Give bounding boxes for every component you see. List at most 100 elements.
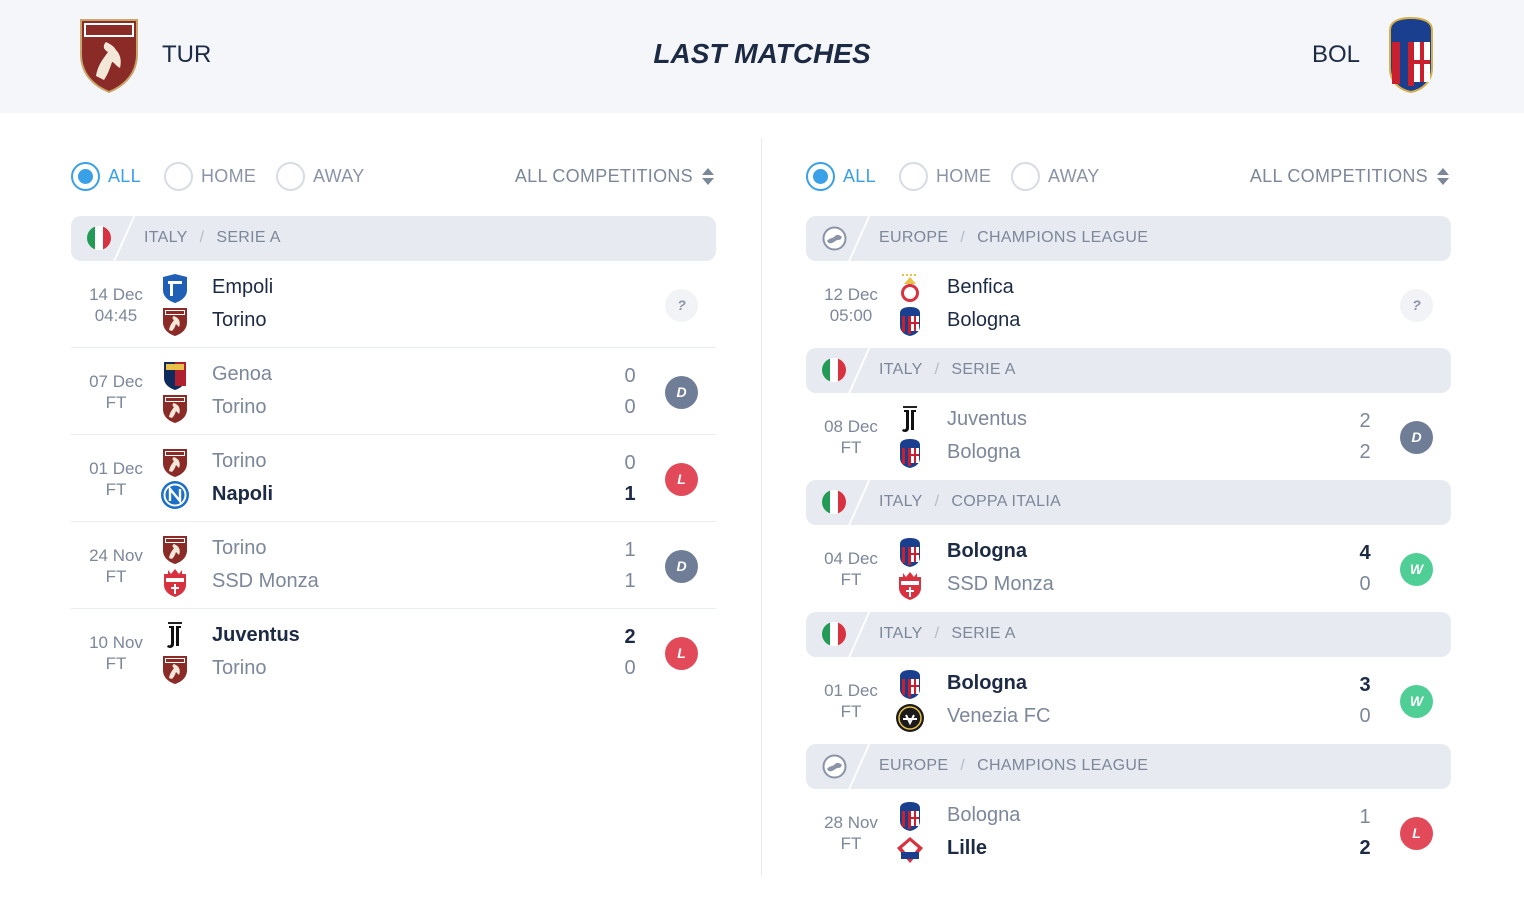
match-date: 07 Dec FT bbox=[71, 371, 161, 413]
filter-all-radio[interactable]: ALL bbox=[806, 162, 876, 191]
match-status: 04:45 bbox=[94, 306, 138, 325]
league-icon-cell bbox=[806, 744, 864, 789]
result-badge[interactable]: W bbox=[1400, 685, 1433, 718]
match-status: FT bbox=[105, 480, 127, 499]
league-competition: CHAMPIONS LEAGUE bbox=[977, 757, 1149, 774]
match-row[interactable]: 28 Nov FT Bologna Lille 1 2 L bbox=[806, 789, 1451, 876]
bologna-crest-icon bbox=[894, 536, 926, 568]
match-row[interactable]: 08 Dec FT Juventus Bologna 2 2 D bbox=[806, 393, 1451, 480]
home-team[interactable]: TUR bbox=[78, 16, 211, 94]
torino-crest-icon bbox=[159, 446, 191, 478]
torino-crest-icon bbox=[80, 19, 138, 94]
match-status: FT bbox=[105, 654, 127, 673]
away-score: 1 bbox=[624, 483, 636, 505]
result-badge[interactable]: L bbox=[665, 463, 698, 496]
league-separator-slash: / bbox=[960, 229, 966, 246]
league-competition: SERIE A bbox=[216, 229, 281, 246]
torino-crest-icon bbox=[159, 392, 191, 424]
league-icon-cell bbox=[806, 348, 864, 393]
radio-dot bbox=[899, 162, 928, 191]
away-team-name: SSD Monza bbox=[212, 570, 319, 592]
match-status: FT bbox=[840, 702, 862, 721]
away-team[interactable]: BOL bbox=[1312, 16, 1436, 94]
home-team-name: Torino bbox=[212, 537, 267, 559]
filter-bar: ALL HOME AWAY ALL COMPETITIONS bbox=[71, 160, 716, 196]
league-header[interactable]: ITALY / COPPA ITALIA bbox=[806, 480, 1451, 525]
result-badge[interactable]: L bbox=[665, 637, 698, 670]
league-competition: SERIE A bbox=[951, 361, 1016, 378]
result-badge[interactable]: ? bbox=[1400, 289, 1433, 322]
home-score: 0 bbox=[624, 452, 636, 474]
filter-away-radio[interactable]: AWAY bbox=[1011, 162, 1100, 191]
away-score: 2 bbox=[1359, 837, 1371, 859]
filter-away-radio[interactable]: AWAY bbox=[276, 162, 365, 191]
match-row[interactable]: 07 Dec FT Genoa Torino 0 0 D bbox=[71, 348, 716, 435]
result-badge[interactable]: W bbox=[1400, 553, 1433, 586]
home-score: 1 bbox=[1359, 806, 1371, 828]
competition-select[interactable]: ALL COMPETITIONS bbox=[1250, 166, 1449, 187]
filter-bar: ALL HOME AWAY ALL COMPETITIONS bbox=[806, 160, 1451, 196]
home-score: 1 bbox=[624, 539, 636, 561]
match-row[interactable]: 24 Nov FT Torino SSD Monza 1 1 D bbox=[71, 522, 716, 609]
result-badge[interactable]: L bbox=[1400, 817, 1433, 850]
match-date: 24 Nov FT bbox=[71, 545, 161, 587]
home-team-name: Torino bbox=[212, 450, 267, 472]
filter-all-radio[interactable]: ALL bbox=[71, 162, 141, 191]
league-separator-slash: / bbox=[934, 625, 940, 642]
home-team-name: Juventus bbox=[212, 624, 300, 646]
match-date: 08 Dec FT bbox=[806, 416, 896, 458]
result-badge[interactable]: D bbox=[1400, 421, 1433, 454]
radio-dot bbox=[806, 162, 835, 191]
europe-globe-icon bbox=[822, 754, 847, 779]
match-row[interactable]: 10 Nov FT Juventus Torino 2 0 L bbox=[71, 609, 716, 696]
match-status: FT bbox=[105, 567, 127, 586]
league-header[interactable]: EUROPE / CHAMPIONS LEAGUE bbox=[806, 216, 1451, 261]
league-path: ITALY / SERIE A bbox=[879, 361, 1016, 379]
league-icon-cell bbox=[806, 480, 864, 525]
league-header[interactable]: EUROPE / CHAMPIONS LEAGUE bbox=[806, 744, 1451, 789]
radio-dot bbox=[71, 162, 100, 191]
filter-label: ALL bbox=[843, 166, 876, 186]
home-score: 3 bbox=[1359, 674, 1371, 696]
match-row[interactable]: 14 Dec 04:45 Empoli Torino? bbox=[71, 261, 716, 348]
match-status: FT bbox=[840, 570, 862, 589]
bologna-crest-icon bbox=[894, 668, 926, 700]
italy-flag-icon bbox=[822, 490, 846, 514]
league-icon-cell bbox=[71, 216, 129, 261]
league-header[interactable]: ITALY / SERIE A bbox=[806, 612, 1451, 657]
match-day: 07 Dec bbox=[89, 372, 143, 391]
home-team-name: Bologna bbox=[947, 804, 1021, 826]
match-date: 04 Dec FT bbox=[806, 548, 896, 590]
competition-select[interactable]: ALL COMPETITIONS bbox=[515, 166, 714, 187]
filter-home-radio[interactable]: HOME bbox=[164, 162, 256, 191]
match-day: 04 Dec bbox=[824, 549, 878, 568]
filter-home-radio[interactable]: HOME bbox=[899, 162, 991, 191]
away-score: 0 bbox=[1359, 705, 1371, 727]
league-header[interactable]: ITALY / SERIE A bbox=[71, 216, 716, 261]
league-path: ITALY / SERIE A bbox=[144, 229, 281, 247]
match-day: 10 Nov bbox=[89, 633, 143, 652]
match-row[interactable]: 01 Dec FT Bologna Venezia FC 3 0 W bbox=[806, 657, 1451, 744]
home-team-name: Genoa bbox=[212, 363, 273, 385]
result-badge[interactable]: D bbox=[665, 550, 698, 583]
match-row[interactable]: 04 Dec FT Bologna SSD Monza 4 0 W bbox=[806, 525, 1451, 612]
away-team-name: Torino bbox=[212, 396, 267, 418]
match-date: 10 Nov FT bbox=[71, 632, 161, 674]
away-team-name: Napoli bbox=[212, 483, 274, 505]
match-row[interactable]: 01 Dec FT Torino Napoli 0 1 L bbox=[71, 435, 716, 522]
league-separator-slash: / bbox=[934, 361, 940, 378]
sort-arrows-icon bbox=[702, 168, 714, 185]
away-team-panel: ALL HOME AWAY ALL COMPETITIONS EUROPE / CH… bbox=[806, 160, 1451, 863]
result-badge[interactable]: ? bbox=[665, 289, 698, 322]
league-competition: COPPA ITALIA bbox=[951, 493, 1062, 510]
match-row[interactable]: 12 Dec 05:00 Benfica Bologna? bbox=[806, 261, 1451, 348]
bologna-crest-icon bbox=[1389, 16, 1433, 94]
result-badge[interactable]: D bbox=[665, 376, 698, 409]
league-header[interactable]: ITALY / SERIE A bbox=[806, 348, 1451, 393]
genoa-crest-icon bbox=[159, 359, 191, 391]
venezia-crest-icon bbox=[894, 701, 926, 733]
match-status: FT bbox=[105, 393, 127, 412]
filter-label: HOME bbox=[201, 166, 257, 186]
monza-crest-icon bbox=[894, 569, 926, 601]
league-separator-slash: / bbox=[960, 757, 966, 774]
